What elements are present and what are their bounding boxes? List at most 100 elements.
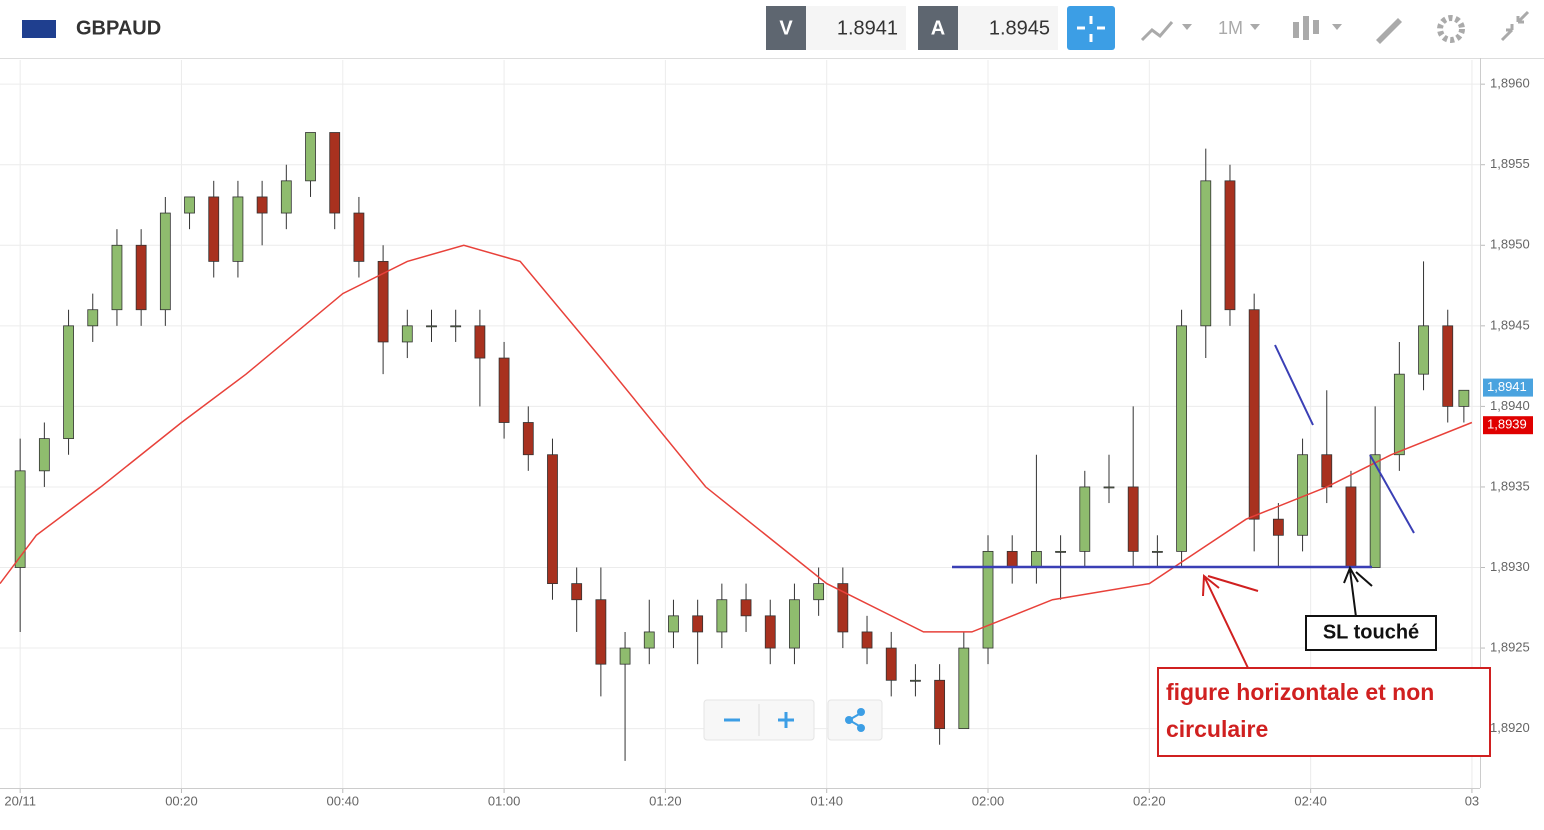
candles-icon[interactable] (1293, 16, 1319, 40)
candle-body (1176, 325, 1187, 552)
candle (1079, 470, 1091, 568)
candle-body (522, 422, 534, 456)
candle (111, 229, 123, 326)
moving-average (0, 244, 1473, 633)
candle (1248, 293, 1260, 552)
dropdown-caret (1182, 24, 1192, 30)
candle (1200, 148, 1212, 359)
plot-layer: 1,8941 1,8939 (0, 132, 1533, 761)
candle (159, 196, 171, 326)
chart-type-icon[interactable] (1140, 21, 1174, 42)
candle-body (1369, 454, 1381, 568)
y-tick-label: 1,8935 (1490, 478, 1530, 493)
ask-bg[interactable] (958, 6, 1058, 50)
candle-body (1418, 325, 1429, 375)
y-tick-label: 1,8960 (1490, 76, 1530, 91)
y-tick-label: 1,8930 (1490, 559, 1530, 574)
candle (716, 583, 728, 649)
draw-icon[interactable] (1376, 18, 1402, 44)
candle (14, 438, 26, 632)
candle-body (208, 196, 220, 262)
candle (38, 422, 50, 487)
candle-body (14, 470, 26, 568)
candle-body (87, 309, 99, 327)
candle (329, 132, 341, 230)
flag-icon (22, 20, 56, 38)
candle (958, 631, 970, 730)
candle (547, 438, 558, 600)
candle-body (1248, 309, 1260, 520)
price-tag (1483, 416, 1533, 435)
trend-line (1274, 344, 1314, 426)
candle (813, 567, 825, 616)
candle (474, 309, 486, 407)
candle (353, 196, 365, 278)
candle (1176, 309, 1187, 568)
candle (837, 567, 849, 649)
candle-body (958, 647, 970, 730)
candle-body (595, 599, 607, 665)
collapse-icon[interactable] (1500, 10, 1530, 42)
bid-bg[interactable] (806, 6, 906, 50)
candle (595, 567, 607, 697)
label-box (1305, 615, 1437, 651)
candle (1418, 261, 1429, 391)
settings-icon[interactable] (1437, 15, 1465, 43)
arrow (1343, 565, 1373, 618)
share-dot (857, 708, 865, 716)
candle (184, 196, 195, 230)
candle-body (1393, 373, 1405, 456)
y-tick-label: 1,8940 (1490, 398, 1530, 413)
candle (861, 615, 873, 665)
candle (377, 245, 389, 375)
candle (305, 132, 316, 197)
share-button[interactable] (827, 699, 883, 741)
candle-body (401, 325, 413, 343)
candle (1103, 454, 1115, 504)
candle-body (474, 325, 486, 359)
candle-body (861, 631, 873, 649)
candle (1127, 406, 1139, 568)
candle-body (38, 438, 50, 472)
candle (1345, 470, 1357, 568)
candle (135, 229, 147, 326)
candle-body (1200, 180, 1212, 327)
y-tick-label: 1,8945 (1490, 317, 1530, 332)
candle-body (256, 196, 268, 214)
candle-body (740, 599, 752, 617)
candle-body (547, 454, 558, 585)
bid-tag-bg (766, 6, 806, 50)
y-tick-label: 1,8925 (1490, 639, 1530, 654)
x-tick-label: 01:40 (810, 793, 843, 808)
candle (1458, 389, 1470, 423)
dropdown-caret (1250, 24, 1260, 30)
candle-body (1055, 550, 1066, 553)
bid: 1.8941 (837, 17, 898, 39)
timeframe[interactable]: 1M (1218, 18, 1243, 38)
candle (1031, 454, 1042, 584)
crosshair-button[interactable] (1067, 6, 1115, 50)
candle-body (111, 244, 123, 311)
candle (1224, 164, 1236, 326)
price-tag-label: 1,8939 (1487, 417, 1527, 432)
zoom-controls (703, 699, 883, 741)
candle (764, 599, 776, 665)
candle (740, 583, 752, 632)
candle (571, 567, 583, 632)
share-dot (845, 716, 853, 724)
candle (1151, 535, 1163, 568)
ask-tag: A (931, 17, 945, 39)
candle (208, 180, 220, 278)
candle-body (1103, 486, 1115, 489)
zoom-in[interactable] (778, 712, 794, 728)
candle (1272, 503, 1284, 568)
candle (692, 599, 704, 665)
candle-body (789, 599, 800, 649)
candle-body (643, 631, 655, 649)
ask: 1.8945 (989, 17, 1050, 39)
candle (1442, 309, 1454, 423)
y-tick-label: 1,8920 (1490, 720, 1530, 735)
candle-body (982, 550, 994, 649)
candle-body (1345, 486, 1357, 568)
